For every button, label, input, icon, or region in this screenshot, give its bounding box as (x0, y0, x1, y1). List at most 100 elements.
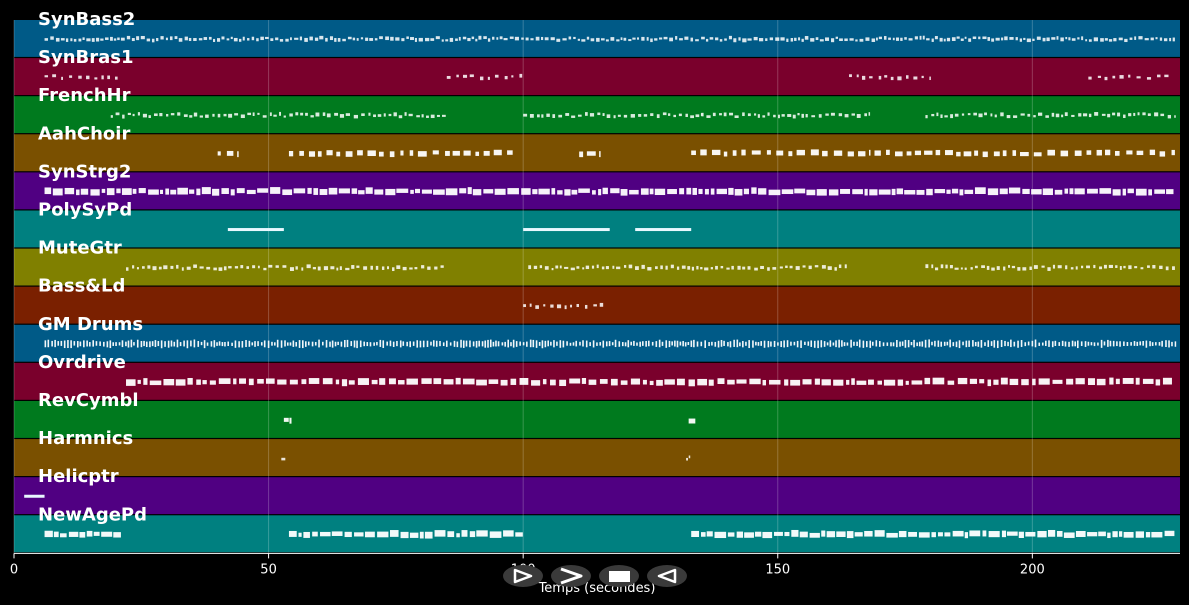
note (543, 304, 546, 307)
note (1099, 266, 1103, 270)
note (1055, 113, 1060, 118)
note (1152, 265, 1156, 269)
note (279, 39, 284, 42)
note (1137, 112, 1140, 116)
note (1063, 532, 1075, 538)
note (564, 266, 569, 269)
note (417, 151, 427, 157)
note (1060, 150, 1069, 157)
note (1036, 36, 1041, 40)
note (1144, 38, 1149, 41)
note (257, 188, 269, 193)
note (864, 530, 873, 537)
track-label: GM Drums (38, 314, 143, 335)
note (1033, 265, 1038, 269)
note (1157, 74, 1161, 78)
note (519, 378, 529, 385)
note (792, 114, 796, 119)
notes-layer (24, 35, 1177, 539)
note (696, 265, 699, 270)
note (687, 266, 691, 270)
rewind-button[interactable] (647, 565, 687, 587)
note (460, 339, 462, 348)
note (729, 112, 734, 116)
track-label: Bass&Ld (38, 276, 125, 297)
note (234, 340, 237, 348)
note (147, 265, 151, 269)
note (970, 267, 973, 270)
note (599, 342, 602, 346)
note (322, 112, 326, 116)
note (1150, 37, 1154, 41)
note (532, 189, 538, 195)
note (160, 36, 164, 40)
note (601, 266, 605, 270)
note (1118, 37, 1123, 41)
note (648, 340, 650, 347)
note (980, 339, 983, 348)
note (1122, 377, 1134, 384)
note (757, 114, 760, 118)
forward-button[interactable] (551, 565, 591, 587)
note (840, 188, 851, 194)
note (83, 340, 85, 348)
note (861, 75, 866, 80)
note (596, 342, 598, 346)
note (991, 38, 995, 42)
stop-button[interactable] (599, 565, 639, 587)
note (833, 379, 844, 386)
note (481, 341, 484, 347)
note (396, 265, 401, 269)
note (990, 113, 993, 117)
note (592, 190, 596, 195)
note (579, 341, 581, 346)
note (876, 37, 878, 41)
note (791, 529, 799, 537)
note (692, 187, 697, 195)
note (794, 37, 797, 41)
note (449, 37, 454, 42)
note (742, 340, 744, 348)
note (396, 188, 409, 193)
note (1103, 341, 1106, 346)
note (1161, 340, 1163, 347)
note (1019, 151, 1029, 157)
note (949, 339, 951, 348)
note (586, 151, 596, 156)
note (60, 38, 65, 41)
note (875, 340, 878, 347)
note (1151, 531, 1163, 538)
note (475, 151, 480, 156)
play-button[interactable] (503, 565, 543, 587)
note (654, 38, 658, 41)
note (717, 378, 725, 385)
note (767, 267, 770, 271)
note (430, 38, 435, 41)
note (96, 37, 100, 42)
note (268, 264, 273, 268)
note (170, 189, 177, 195)
note (288, 530, 297, 537)
note (1174, 341, 1177, 347)
note (462, 36, 467, 40)
note (899, 341, 901, 347)
note (515, 532, 523, 537)
note (202, 380, 207, 385)
note (483, 36, 487, 40)
note (368, 112, 371, 116)
note (676, 340, 679, 348)
note (299, 36, 303, 41)
note (747, 113, 751, 117)
note (758, 188, 767, 195)
note (106, 341, 109, 348)
note (693, 339, 695, 348)
note (523, 304, 527, 308)
note (514, 36, 519, 41)
note (558, 114, 563, 118)
note (662, 112, 667, 116)
note (724, 38, 727, 41)
note (130, 339, 133, 348)
note (896, 188, 904, 195)
note (60, 340, 63, 346)
